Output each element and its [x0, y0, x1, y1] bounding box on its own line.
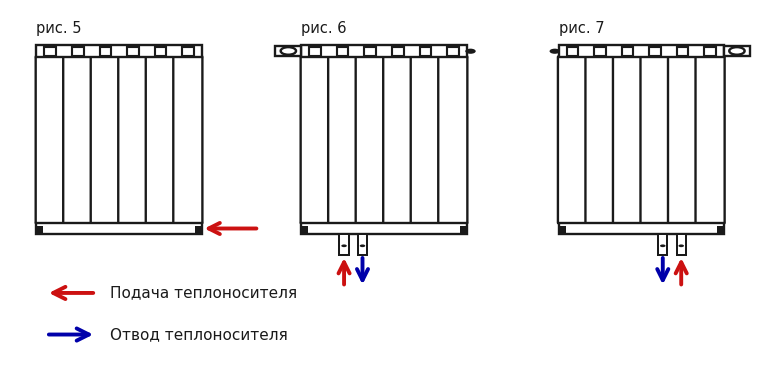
FancyBboxPatch shape — [63, 56, 92, 224]
Bar — [723, 46, 750, 56]
Text: Отвод теплоносителя: Отвод теплоносителя — [110, 327, 287, 342]
Circle shape — [359, 245, 366, 247]
Bar — [127, 48, 138, 56]
Bar — [594, 48, 606, 56]
Bar — [301, 223, 466, 234]
Bar — [72, 48, 84, 56]
FancyBboxPatch shape — [174, 56, 203, 224]
FancyBboxPatch shape — [356, 56, 385, 224]
Circle shape — [730, 47, 745, 55]
Bar — [677, 48, 688, 56]
Text: рис. 6: рис. 6 — [301, 21, 347, 36]
Bar — [337, 48, 349, 56]
Bar — [37, 45, 201, 57]
Bar — [717, 226, 723, 233]
Bar — [45, 48, 56, 56]
Bar — [154, 48, 166, 56]
FancyBboxPatch shape — [383, 56, 412, 224]
FancyBboxPatch shape — [613, 56, 642, 224]
Bar — [677, 234, 686, 255]
Bar — [622, 48, 634, 56]
Bar — [558, 45, 723, 57]
Bar — [419, 48, 431, 56]
FancyBboxPatch shape — [585, 56, 614, 224]
Bar — [558, 223, 723, 234]
FancyBboxPatch shape — [91, 56, 120, 224]
FancyBboxPatch shape — [118, 56, 147, 224]
FancyBboxPatch shape — [35, 56, 65, 224]
Bar — [392, 48, 403, 56]
Circle shape — [678, 245, 684, 247]
Bar — [195, 226, 201, 233]
Circle shape — [550, 49, 560, 54]
Text: Подача теплоносителя: Подача теплоносителя — [110, 285, 297, 301]
FancyBboxPatch shape — [439, 56, 468, 224]
Text: рис. 7: рис. 7 — [558, 21, 604, 36]
FancyBboxPatch shape — [300, 56, 329, 224]
Bar — [37, 223, 201, 234]
Bar — [100, 48, 111, 56]
Bar — [558, 226, 565, 233]
Bar — [310, 48, 321, 56]
Circle shape — [660, 245, 666, 247]
Bar — [460, 226, 467, 233]
Bar — [658, 234, 667, 255]
FancyBboxPatch shape — [146, 56, 175, 224]
Bar — [649, 48, 660, 56]
Bar — [37, 226, 43, 233]
Bar — [704, 48, 716, 56]
FancyBboxPatch shape — [696, 56, 725, 224]
Bar — [365, 48, 376, 56]
Bar — [182, 48, 194, 56]
Circle shape — [280, 47, 296, 55]
Bar — [447, 48, 458, 56]
Bar — [301, 45, 466, 57]
Bar — [339, 234, 349, 255]
Text: рис. 5: рис. 5 — [37, 21, 82, 36]
FancyBboxPatch shape — [411, 56, 440, 224]
Bar — [567, 48, 578, 56]
Bar — [301, 226, 308, 233]
Bar — [358, 234, 367, 255]
Circle shape — [465, 49, 475, 54]
FancyBboxPatch shape — [328, 56, 357, 224]
FancyBboxPatch shape — [668, 56, 697, 224]
Circle shape — [341, 245, 347, 247]
FancyBboxPatch shape — [558, 56, 587, 224]
FancyBboxPatch shape — [641, 56, 670, 224]
Bar — [275, 46, 301, 56]
